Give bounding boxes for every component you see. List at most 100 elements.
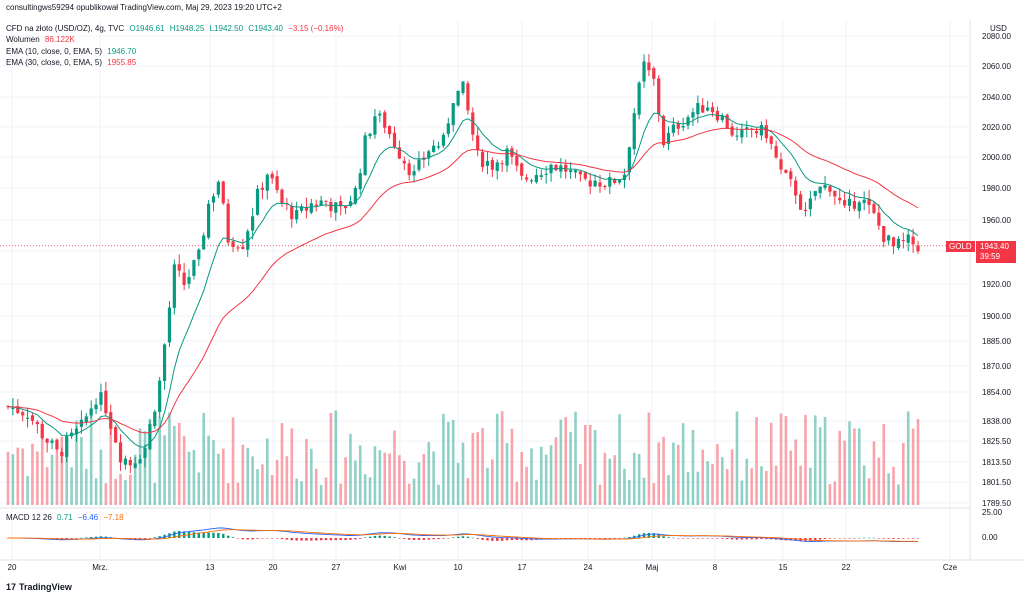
- candle-body: [515, 155, 519, 166]
- macd-legend[interactable]: MACD 12 26 0.71 −6.46 −7.18: [6, 513, 127, 523]
- volume-bar: [388, 453, 391, 505]
- candle-body: [627, 147, 631, 173]
- symbol-legend[interactable]: CFD na złoto (USD/OZ), 4g, TVC O1946.61 …: [6, 24, 346, 34]
- currency-label: USD: [990, 24, 1007, 33]
- volume-bar: [642, 477, 646, 505]
- volume-bar: [750, 468, 753, 505]
- macd-histogram-bar: [481, 538, 484, 540]
- volume-bar: [662, 436, 665, 505]
- macd-histogram-bar: [251, 538, 254, 540]
- macd-histogram-bar: [613, 538, 616, 539]
- candle-body: [520, 163, 524, 176]
- time-tick-label: 8: [713, 563, 718, 572]
- time-tick-label: Maj: [646, 563, 659, 572]
- ema10-legend[interactable]: EMA (10, close, 0, EMA, 5) 1946.70: [6, 47, 139, 57]
- volume-bar: [887, 473, 890, 505]
- macd-histogram-bar: [378, 535, 382, 538]
- candle-body: [813, 191, 817, 197]
- candle-body: [368, 133, 372, 137]
- volume-bar: [544, 454, 548, 505]
- macd-histogram-bar: [897, 538, 900, 539]
- macd-histogram-bar: [603, 538, 607, 539]
- ema30-legend[interactable]: EMA (30, close, 0, EMA, 5) 1955.85: [6, 58, 139, 68]
- volume-bar: [212, 440, 215, 505]
- volume-bar: [324, 477, 328, 505]
- volume-bar: [862, 465, 866, 505]
- candle-body: [16, 406, 20, 414]
- volume-bar: [491, 459, 494, 505]
- macd-histogram-bar: [329, 538, 333, 541]
- macd-histogram-bar: [217, 532, 220, 538]
- last-price-tag: 1943.40 39:59: [976, 241, 1016, 263]
- macd-histogram-bar: [373, 535, 377, 538]
- candle-body: [339, 201, 343, 207]
- volume-bar: [515, 481, 519, 505]
- candle-body: [407, 163, 411, 176]
- volume-bar: [168, 412, 171, 505]
- candle-body: [803, 209, 808, 211]
- volume-bar: [124, 480, 127, 505]
- price-tick-label: 1813.50: [982, 458, 1011, 467]
- candle-body: [505, 148, 509, 166]
- macd-histogram-bar: [432, 538, 435, 540]
- macd-histogram-bar: [197, 532, 201, 538]
- macd-histogram-bar: [334, 538, 337, 541]
- candle-body: [295, 210, 299, 220]
- symbol-name[interactable]: CFD na złoto (USD/OZ), 4g, TVC: [6, 24, 125, 33]
- volume-bar: [358, 445, 362, 505]
- macd-histogram-bar: [569, 538, 572, 539]
- price-axis[interactable]: 2080.00 2060.00 2040.00 2020.00 2000.00 1980.…: [982, 32, 1011, 542]
- volume-bar: [799, 465, 802, 505]
- candle-body: [500, 163, 504, 165]
- candle-body: [25, 417, 30, 419]
- volume-bar: [809, 467, 812, 505]
- macd-histogram-bar: [760, 538, 763, 539]
- candle-body: [578, 171, 583, 175]
- candle-body: [867, 198, 871, 205]
- volume-bar: [84, 468, 88, 505]
- candle-body: [114, 427, 118, 443]
- volume-bar: [530, 448, 533, 505]
- tradingview-logo-icon: 17: [6, 582, 17, 592]
- tradingview-footer[interactable]: 17 TradingView: [6, 582, 72, 592]
- price-tick-label: 1838.00: [982, 417, 1011, 426]
- volume-bar: [451, 419, 455, 505]
- volume-bar: [94, 478, 98, 505]
- macd-histogram-bar: [735, 538, 739, 540]
- candle-body: [378, 113, 382, 116]
- volume-bar: [613, 455, 616, 505]
- candle-body: [657, 78, 661, 115]
- author-line: consultingws59294 opublikował TradingVie…: [6, 3, 282, 12]
- candle-body: [118, 442, 123, 463]
- time-axis[interactable]: 20 Mrz. 13 20 27 Kwi 10 17 24 Maj 8 15 22 Cze: [8, 563, 958, 572]
- volume-bar: [789, 450, 793, 505]
- volume-bar: [696, 471, 700, 505]
- macd-histogram-bar: [647, 532, 651, 538]
- macd-histogram-bar: [359, 538, 362, 539]
- volume-bar: [305, 438, 308, 505]
- candle-body: [818, 186, 822, 194]
- macd-histogram-bar: [681, 538, 685, 539]
- candle-body: [74, 428, 79, 435]
- volume-bar: [173, 425, 176, 505]
- macd-histogram-bar: [153, 537, 156, 538]
- macd-histogram-bar: [814, 538, 817, 541]
- macd-histogram-bar: [608, 538, 611, 539]
- volume-bar: [867, 478, 871, 505]
- volume-legend[interactable]: Wolumen 86.122K: [6, 35, 78, 45]
- volume-bar: [177, 422, 181, 505]
- volume-bar: [55, 451, 59, 505]
- volume-bar: [456, 462, 460, 505]
- candle-body: [725, 114, 729, 129]
- ema10-value: 1946.70: [107, 47, 137, 56]
- candle-body: [843, 200, 847, 206]
- macd-label: MACD 12 26: [6, 513, 52, 522]
- macd-histogram-bar: [486, 538, 489, 541]
- volume-bar: [114, 478, 117, 505]
- time-tick-label: 20: [8, 563, 17, 572]
- candle-body: [916, 245, 920, 252]
- candle-body: [99, 392, 103, 405]
- macd-histogram-bar: [295, 538, 298, 541]
- macd-histogram-bar: [75, 538, 78, 539]
